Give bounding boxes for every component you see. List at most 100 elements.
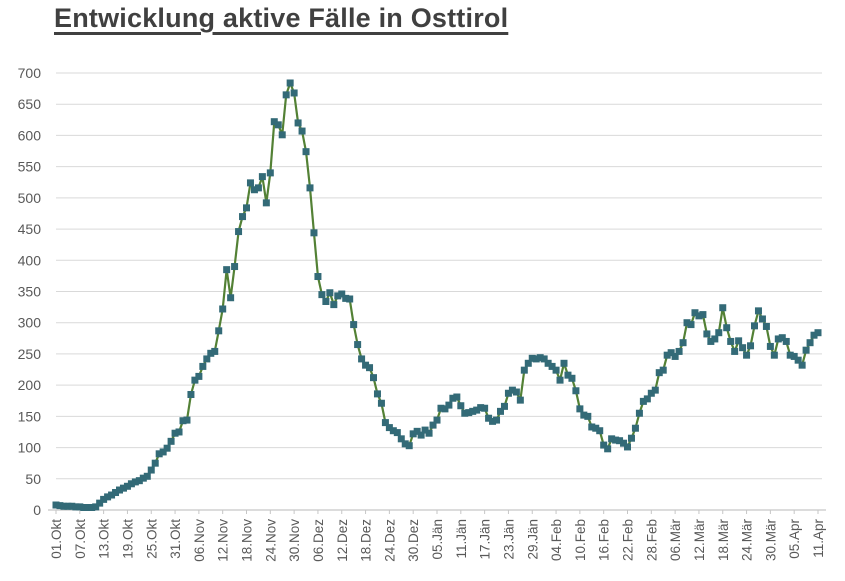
data-point-marker — [512, 388, 520, 396]
data-point-marker — [798, 361, 806, 369]
data-point-marker — [620, 439, 628, 447]
data-point-marker — [346, 295, 354, 303]
x-tick-label: 13.Okt — [97, 519, 112, 559]
data-point-marker — [195, 372, 203, 380]
data-point-marker — [155, 450, 163, 458]
data-point-marker — [254, 184, 262, 192]
data-point-marker — [536, 354, 544, 362]
data-point-marker — [774, 335, 782, 343]
data-point-marker — [227, 294, 235, 302]
data-point-marker — [695, 312, 703, 320]
data-point-marker — [735, 337, 743, 345]
data-point-marker — [528, 354, 536, 362]
y-tick-label: 600 — [18, 127, 42, 143]
data-point-marker — [504, 389, 512, 397]
data-point-marker — [766, 342, 774, 350]
x-tick-label: 31.Okt — [168, 519, 183, 559]
y-tick-label: 400 — [18, 252, 42, 268]
data-point-marker — [433, 416, 441, 424]
data-point-marker — [76, 503, 84, 511]
data-point-marker — [453, 393, 461, 401]
data-point-marker — [437, 404, 445, 412]
data-point-marker — [500, 402, 508, 410]
data-point-marker — [588, 423, 596, 431]
x-tick-label: 24.Nov — [263, 519, 278, 562]
data-point-marker — [377, 399, 385, 407]
data-point-marker — [421, 426, 429, 434]
data-point-marker — [663, 351, 671, 359]
x-tick-label: 05.Jän — [430, 519, 445, 560]
data-point-marker — [235, 228, 243, 236]
data-point-marker — [540, 355, 548, 363]
data-point-marker — [286, 79, 294, 87]
data-point-marker — [465, 409, 473, 417]
data-point-marker — [179, 417, 187, 425]
data-point-marker — [723, 324, 731, 332]
data-point-marker — [429, 421, 437, 429]
x-tick-label: 18.Dez — [359, 519, 374, 562]
x-tick-label: 29.Jän — [525, 519, 540, 560]
x-tick-label: 07.Okt — [73, 519, 88, 559]
data-point-marker — [707, 337, 715, 345]
data-point-marker — [473, 406, 481, 414]
data-point-marker — [381, 419, 389, 427]
data-point-marker — [108, 491, 116, 499]
y-tick-label: 700 — [18, 65, 42, 81]
data-point-marker — [370, 374, 377, 382]
data-point-marker — [187, 391, 195, 399]
y-tick-label: 50 — [25, 471, 41, 487]
data-point-marker — [552, 366, 560, 374]
data-point-marker — [143, 472, 151, 480]
data-point-marker — [413, 427, 421, 435]
data-point-marker — [691, 309, 699, 317]
data-point-marker — [631, 424, 639, 432]
x-tick-label: 12.Dez — [335, 519, 350, 562]
y-tick-label: 650 — [18, 96, 42, 112]
data-point-marker — [667, 349, 675, 357]
x-tick-label: 24.Dez — [382, 519, 397, 562]
y-tick-label: 150 — [18, 408, 42, 424]
series-markers — [52, 79, 822, 511]
x-tick-label: 16.Feb — [597, 519, 612, 561]
data-point-marker — [616, 437, 624, 445]
data-point-marker — [191, 376, 199, 384]
x-tick-label: 22.Feb — [621, 519, 636, 561]
x-tick-label: 18.Nov — [240, 519, 255, 562]
data-point-marker — [290, 89, 298, 97]
data-point-marker — [751, 322, 758, 330]
data-point-marker — [60, 502, 68, 510]
x-tick-label: 12.Mär — [692, 519, 707, 562]
data-point-marker — [564, 371, 572, 379]
data-point-marker — [401, 440, 409, 448]
data-point-marker — [211, 347, 219, 355]
data-point-marker — [687, 321, 695, 329]
data-point-marker — [743, 351, 751, 359]
data-point-marker — [135, 477, 143, 485]
data-point-marker — [310, 229, 318, 237]
data-point-marker — [731, 347, 739, 355]
data-point-marker — [493, 416, 501, 424]
data-point-marker — [719, 304, 727, 312]
data-point-marker — [112, 489, 120, 497]
data-point-marker — [703, 330, 711, 338]
data-point-marker — [647, 389, 655, 397]
data-point-marker — [679, 339, 687, 347]
data-point-marker — [814, 329, 822, 337]
data-point-marker — [699, 311, 707, 319]
data-point-marker — [508, 386, 516, 394]
y-tick-label: 450 — [18, 221, 42, 237]
data-point-marker — [92, 503, 100, 511]
data-point-marker — [183, 416, 191, 424]
data-point-marker — [362, 361, 370, 369]
data-point-marker — [481, 404, 489, 412]
data-point-marker — [207, 349, 215, 357]
x-tick-label: 11.Apr — [811, 519, 826, 558]
data-point-marker — [350, 321, 358, 329]
data-point-marker — [544, 359, 552, 367]
data-point-marker — [334, 292, 342, 300]
data-point-marker — [520, 366, 528, 374]
data-point-marker — [794, 356, 802, 364]
x-tick-label: 19.Okt — [120, 519, 135, 559]
data-point-marker — [596, 427, 604, 435]
